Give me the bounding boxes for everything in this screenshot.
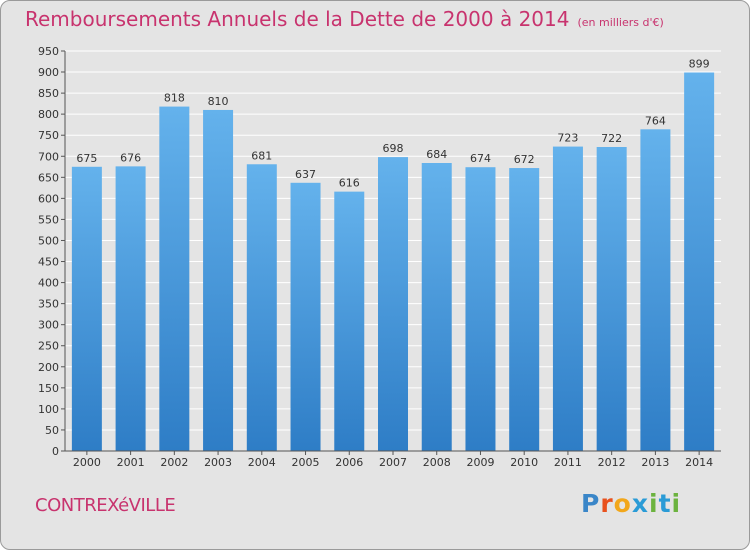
logo-letter: P: [581, 489, 601, 518]
x-tick-label: 2014: [685, 456, 713, 469]
x-tick-label: 2007: [379, 456, 407, 469]
x-tick-label: 2005: [292, 456, 320, 469]
y-tick-label: 0: [52, 445, 59, 458]
logo-letter: r: [600, 489, 614, 518]
bar-value-label: 637: [295, 168, 316, 181]
bar-2005: [290, 182, 321, 451]
logo-letter: i: [649, 489, 659, 518]
x-tick-label: 2011: [554, 456, 582, 469]
logo-letter: t: [658, 489, 672, 518]
bar-value-label: 674: [470, 152, 491, 165]
bar-value-label: 722: [601, 132, 622, 145]
logo-letter: o: [613, 489, 632, 518]
bar-value-label: 675: [76, 152, 97, 165]
logo-letter: x: [631, 489, 649, 518]
bar-value-label: 764: [645, 114, 666, 127]
bar-value-label: 684: [426, 148, 447, 161]
y-tick-label: 800: [38, 108, 59, 121]
x-tick-label: 2003: [204, 456, 232, 469]
x-tick-label: 2010: [510, 456, 538, 469]
x-tick-label: 2008: [423, 456, 451, 469]
y-tick-label: 550: [38, 213, 59, 226]
bar-2011: [552, 146, 583, 451]
bar-value-label: 818: [164, 92, 185, 105]
bar-2014: [684, 72, 715, 451]
bar-value-label: 698: [383, 142, 404, 155]
bar-2009: [465, 167, 496, 452]
y-tick-label: 400: [38, 277, 59, 290]
bar-value-label: 899: [689, 57, 710, 70]
proxiti-logo: Proxiti: [581, 489, 681, 518]
y-tick-label: 750: [38, 129, 59, 142]
x-tick-label: 2002: [160, 456, 188, 469]
logo-letter: i: [671, 489, 682, 518]
bar-2006: [334, 191, 365, 451]
bar-value-label: 616: [339, 177, 360, 190]
y-tick-label: 700: [38, 150, 59, 163]
y-tick-label: 350: [38, 298, 59, 311]
bar-2013: [640, 129, 671, 451]
bar-2000: [71, 166, 102, 451]
y-tick-label: 50: [45, 424, 59, 437]
y-tick-label: 100: [38, 403, 59, 416]
town-name: CONTREXéVILLE: [35, 495, 176, 516]
y-tick-label: 850: [38, 87, 59, 100]
y-tick-label: 150: [38, 382, 59, 395]
bar-2001: [115, 166, 146, 452]
bar-value-label: 723: [557, 132, 578, 145]
x-tick-label: 2006: [335, 456, 363, 469]
x-tick-label: 2000: [73, 456, 101, 469]
x-tick-label: 2013: [641, 456, 669, 469]
bar-2007: [378, 157, 408, 451]
bar-value-label: 676: [120, 151, 141, 164]
bar-2010: [509, 168, 540, 452]
bar-2008: [421, 163, 452, 451]
bar-2012: [596, 147, 627, 451]
y-tick-label: 200: [38, 361, 59, 374]
y-tick-label: 450: [38, 256, 59, 269]
y-tick-label: 300: [38, 319, 59, 332]
bar-value-label: 681: [251, 149, 272, 162]
y-tick-label: 250: [38, 340, 59, 353]
y-tick-label: 500: [38, 234, 59, 247]
chart-subtitle: (en milliers d'€): [577, 16, 664, 29]
y-tick-label: 600: [38, 192, 59, 205]
x-tick-label: 2001: [117, 456, 145, 469]
x-tick-label: 2009: [466, 456, 494, 469]
y-tick-label: 950: [38, 45, 59, 58]
bar-2002: [159, 106, 190, 451]
x-tick-label: 2004: [248, 456, 276, 469]
y-tick-label: 900: [38, 66, 59, 79]
bar-2004: [246, 164, 277, 451]
bar-2003: [203, 109, 234, 452]
bar-value-label: 810: [208, 95, 229, 108]
x-tick-label: 2012: [598, 456, 626, 469]
bar-value-label: 672: [514, 153, 535, 166]
chart-title: Remboursements Annuels de la Dette de 20…: [25, 7, 664, 31]
y-tick-label: 650: [38, 171, 59, 184]
